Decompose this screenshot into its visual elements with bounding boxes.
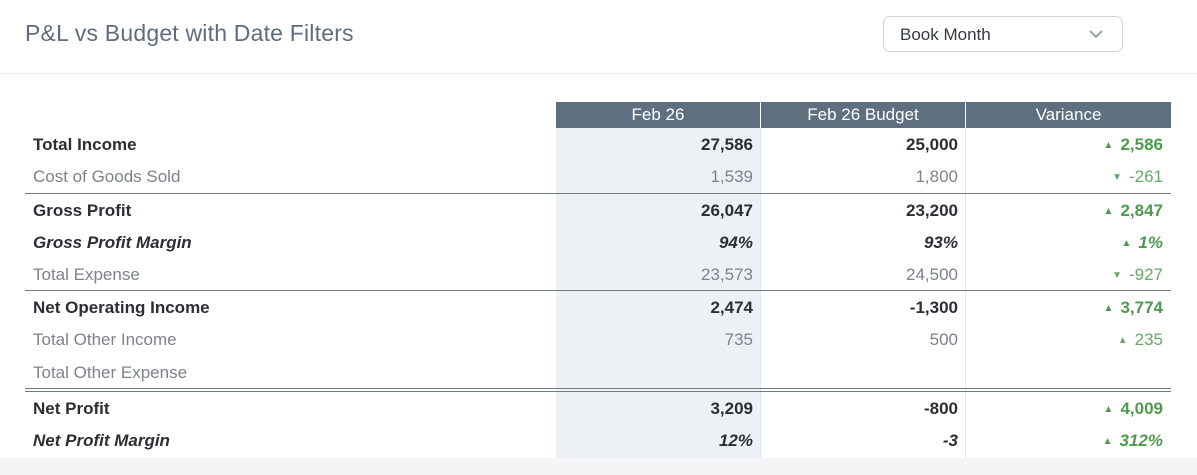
actual-value: 27,586 — [701, 135, 753, 154]
row-divider — [25, 193, 1171, 194]
variance-cell: ▲ 2,847 — [966, 201, 1163, 221]
table-row: Net Operating Income 2,474 -1,300 ▲ 3,774 — [25, 292, 1171, 324]
actual-value: 1,539 — [710, 167, 753, 186]
budget-value: -800 — [923, 399, 958, 418]
report-panel: P&L vs Budget with Date Filters Book Mon… — [0, 0, 1197, 458]
page-title: P&L vs Budget with Date Filters — [25, 20, 354, 46]
actual-value: 26,047 — [701, 201, 753, 220]
row-label: Net Profit Margin — [33, 431, 170, 450]
variance-cell: ▲ 4,009 — [966, 399, 1163, 419]
triangle-up-icon: ▲ — [1103, 404, 1114, 415]
budget-value: -1,300 — [909, 298, 958, 317]
actual-value: 2,474 — [710, 298, 753, 317]
row-label: Total Expense — [33, 265, 140, 284]
row-label: Total Other Expense — [33, 363, 188, 382]
row-divider — [25, 391, 1171, 392]
variance-value: 4,009 — [1120, 399, 1163, 418]
date-filter-dropdown[interactable]: Book Month — [883, 16, 1123, 52]
budget-value: 93% — [923, 233, 958, 252]
chevron-down-icon — [1089, 30, 1103, 39]
triangle-up-icon: ▲ — [1103, 303, 1114, 314]
table-row: Gross Profit 26,047 23,200 ▲ 2,847 — [25, 195, 1171, 227]
actual-value: 23,573 — [701, 265, 753, 284]
variance-value: 2,847 — [1120, 201, 1163, 220]
row-label: Gross Profit — [33, 201, 132, 220]
column-header-budget: Feb 26 Budget — [761, 102, 965, 128]
budget-value: 25,000 — [906, 135, 958, 154]
row-label: Total Other Income — [33, 330, 177, 349]
row-label: Gross Profit Margin — [33, 233, 192, 252]
column-header-variance: Variance — [966, 102, 1171, 128]
date-filter-value: Book Month — [900, 25, 991, 44]
triangle-up-icon: ▲ — [1102, 436, 1113, 447]
column-header-actual: Feb 26 — [556, 102, 760, 128]
actual-value: 735 — [724, 330, 753, 349]
variance-cell: ▼ -261 — [966, 167, 1163, 187]
variance-cell: ▲ 1% — [966, 233, 1163, 253]
budget-value: 1,800 — [915, 167, 958, 186]
variance-value: -261 — [1128, 167, 1163, 186]
triangle-up-icon: ▲ — [1103, 206, 1114, 217]
triangle-down-icon: ▼ — [1112, 172, 1122, 183]
variance-value: 3,774 — [1120, 298, 1163, 317]
variance-cell: ▼ -927 — [966, 265, 1163, 285]
table-row: Cost of Goods Sold 1,539 1,800 ▼ -261 — [25, 161, 1171, 193]
table-row: Net Profit Margin 12% -3 ▲ 312% — [25, 425, 1171, 457]
row-divider — [25, 388, 1171, 389]
budget-value: 500 — [929, 330, 958, 349]
row-label: Net Operating Income — [33, 298, 210, 317]
table-row: Total Expense 23,573 24,500 ▼ -927 — [25, 259, 1171, 291]
actual-value: 12% — [718, 431, 753, 450]
report-header: P&L vs Budget with Date Filters Book Mon… — [0, 0, 1197, 74]
budget-value: -3 — [942, 431, 958, 450]
variance-value: -927 — [1128, 265, 1163, 284]
triangle-up-icon: ▲ — [1103, 140, 1114, 151]
table-row: Gross Profit Margin 94% 93% ▲ 1% — [25, 227, 1171, 259]
variance-cell: ▲ 2,586 — [966, 135, 1163, 155]
variance-cell: ▲ 312% — [966, 431, 1163, 451]
actual-column-highlight — [556, 128, 760, 458]
variance-value: 1% — [1138, 233, 1163, 252]
row-label: Cost of Goods Sold — [33, 167, 181, 186]
actual-value: 94% — [718, 233, 753, 252]
budget-value: 23,200 — [906, 201, 958, 220]
table-row: Total Other Expense — [25, 357, 1171, 389]
triangle-up-icon: ▲ — [1121, 238, 1132, 249]
table-row: Total Income 27,586 25,000 ▲ 2,586 — [25, 129, 1171, 161]
triangle-down-icon: ▼ — [1112, 270, 1122, 281]
variance-value: 2,586 — [1120, 135, 1163, 154]
budget-value: 24,500 — [906, 265, 958, 284]
row-label: Total Income — [33, 135, 137, 154]
row-divider — [25, 290, 1171, 291]
table-row: Total Other Income 735 500 ▲ 235 — [25, 324, 1171, 356]
variance-value: 235 — [1134, 330, 1163, 349]
variance-cell — [966, 363, 1163, 383]
triangle-up-icon: ▲ — [1117, 335, 1128, 346]
column-divider — [760, 128, 761, 458]
actual-value: 3,209 — [710, 399, 753, 418]
variance-cell: ▲ 3,774 — [966, 298, 1163, 318]
variance-cell: ▲ 235 — [966, 330, 1163, 350]
table-row: Net Profit 3,209 -800 ▲ 4,009 — [25, 393, 1171, 425]
column-divider — [965, 128, 966, 458]
variance-value: 312% — [1119, 431, 1163, 450]
row-label: Net Profit — [33, 399, 110, 418]
